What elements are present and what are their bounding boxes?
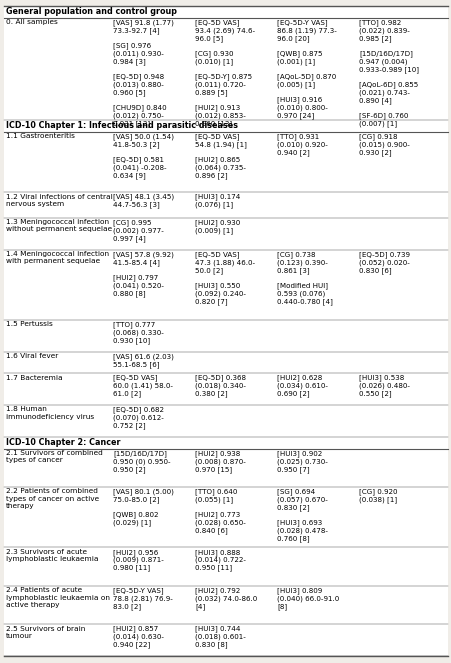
Text: 2.3 Survivors of acute
lymphoblastic leukaemia: 2.3 Survivors of acute lymphoblastic leu… [6, 549, 98, 562]
Text: [HUI3] 0.538
(0.026) 0.480-
0.550 [2]: [HUI3] 0.538 (0.026) 0.480- 0.550 [2] [358, 375, 409, 397]
Text: [VAS] 57.8 (9.92)
41.5-85.4 [4]

[HUI2] 0.797
(0.041) 0.520-
0.880 [8]: [VAS] 57.8 (9.92) 41.5-85.4 [4] [HUI2] 0… [113, 251, 174, 297]
Text: [EQ-5D] 0.368
(0.018) 0.340-
0.380 [2]: [EQ-5D] 0.368 (0.018) 0.340- 0.380 [2] [194, 375, 245, 397]
Text: 0. All samples: 0. All samples [6, 19, 58, 25]
Text: [15D/16D/17D]
0.950 (0) 0.950-
0.950 [2]: [15D/16D/17D] 0.950 (0) 0.950- 0.950 [2] [113, 450, 170, 473]
Text: [CG] 0.918
(0.015) 0.900-
0.930 [2]: [CG] 0.918 (0.015) 0.900- 0.930 [2] [358, 133, 409, 156]
Text: 1.4 Meningococcal infection
with permanent sequelae: 1.4 Meningococcal infection with permane… [6, 251, 109, 265]
Text: 2.5 Survivors of brain
tumour: 2.5 Survivors of brain tumour [6, 626, 85, 639]
Text: [EQ-5D-Y VAS]
78.8 (2.81) 76.9-
83.0 [2]: [EQ-5D-Y VAS] 78.8 (2.81) 76.9- 83.0 [2] [113, 587, 172, 610]
Bar [4, 120, 447, 131]
Bar [4, 352, 447, 373]
Bar [4, 624, 447, 656]
Text: [HUI3] 0.888
(0.014) 0.722-
0.950 [11]: [HUI3] 0.888 (0.014) 0.722- 0.950 [11] [194, 549, 245, 572]
Text: [VAS] 80.1 (5.00)
75.0-85.0 [2]

[QWB] 0.802
(0.029) [1]: [VAS] 80.1 (5.00) 75.0-85.0 [2] [QWB] 0.… [113, 489, 174, 526]
Text: [TTO] 0.982
(0.022) 0.839-
0.985 [2]

[15D/16D/17D]
0.947 (0.004)
0.933-0.989 [1: [TTO] 0.982 (0.022) 0.839- 0.985 [2] [15… [358, 19, 418, 127]
Text: 2.1 Survivors of combined
types of cancer: 2.1 Survivors of combined types of cance… [6, 450, 102, 463]
Text: [HUI3] 0.174
(0.076) [1]: [HUI3] 0.174 (0.076) [1] [194, 194, 240, 208]
Bar [4, 487, 447, 548]
Bar [4, 548, 447, 586]
Text: 1.8 Human
immunodeficiency virus: 1.8 Human immunodeficiency virus [6, 406, 94, 420]
Text: 1.3 Meningococcal infection
without permanent sequelae: 1.3 Meningococcal infection without perm… [6, 219, 112, 233]
Text: [CG] 0.738
(0.123) 0.390-
0.861 [3]

[Modified HUI]
0.593 (0.076)
0.440-0.780 [4: [CG] 0.738 (0.123) 0.390- 0.861 [3] [Mod… [276, 251, 332, 304]
Text: 1.1 Gastroenteritis: 1.1 Gastroenteritis [6, 133, 75, 139]
Text: [EQ-5D VAS]
47.3 (1.88) 46.0-
50.0 [2]

[HUI3] 0.550
(0.092) 0.240-
0.820 [7]: [EQ-5D VAS] 47.3 (1.88) 46.0- 50.0 [2] [… [194, 251, 254, 304]
Text: [VAS] 50.0 (1.54)
41.8-50.3 [2]

[EQ-5D] 0.581
(0.041) -0.208-
0.634 [9]: [VAS] 50.0 (1.54) 41.8-50.3 [2] [EQ-5D] … [113, 133, 174, 179]
Text: [EQ-5D-Y VAS]
86.8 (1.19) 77.3-
96.0 [20]

[QWB] 0.875
(0.001) [1]

[AQoL-5D] 0.: [EQ-5D-Y VAS] 86.8 (1.19) 77.3- 96.0 [20… [276, 19, 336, 119]
Text: ICD-10 Chapter 2: Cancer: ICD-10 Chapter 2: Cancer [6, 438, 120, 448]
Text: [HUI2] 0.938
(0.008) 0.870-
0.970 [15]: [HUI2] 0.938 (0.008) 0.870- 0.970 [15] [194, 450, 245, 473]
Text: [TTO] 0.640
(0.055) [1]

[HUI2] 0.773
(0.028) 0.650-
0.840 [6]: [TTO] 0.640 (0.055) [1] [HUI2] 0.773 (0.… [194, 489, 245, 534]
Text: [HUI2] 0.857
(0.014) 0.630-
0.940 [22]: [HUI2] 0.857 (0.014) 0.630- 0.940 [22] [113, 626, 164, 648]
Text: 1.7 Bacteremia: 1.7 Bacteremia [6, 375, 63, 381]
Text: [TTO] 0.777
(0.068) 0.330-
0.930 [10]: [TTO] 0.777 (0.068) 0.330- 0.930 [10] [113, 322, 164, 344]
Text: [HUI2] 0.628
(0.034) 0.610-
0.690 [2]: [HUI2] 0.628 (0.034) 0.610- 0.690 [2] [276, 375, 327, 397]
Text: [HUI3] 0.809
(0.040) 66.0-91.0
[8]: [HUI3] 0.809 (0.040) 66.0-91.0 [8] [276, 587, 339, 610]
Text: 1.6 Viral fever: 1.6 Viral fever [6, 353, 58, 359]
Text: [CG] 0.920
(0.038) [1]: [CG] 0.920 (0.038) [1] [358, 489, 396, 503]
Text: [EQ-5D VAS]
54.8 (1.94) [1]

[HUI2] 0.865
(0.064) 0.735-
0.896 [2]: [EQ-5D VAS] 54.8 (1.94) [1] [HUI2] 0.865… [194, 133, 246, 179]
Text: [VAS] 91.8 (1.77)
73.3-92.7 [4]

[SG] 0.976
(0.011) 0.930-
0.984 [3]

[EQ-5D] 0.: [VAS] 91.8 (1.77) 73.3-92.7 [4] [SG] 0.9… [113, 19, 174, 127]
Text: [HUI3] 0.744
(0.018) 0.601-
0.830 [8]: [HUI3] 0.744 (0.018) 0.601- 0.830 [8] [194, 626, 245, 648]
Text: [CG] 0.995
(0.002) 0.977-
0.997 [4]: [CG] 0.995 (0.002) 0.977- 0.997 [4] [113, 219, 164, 242]
Bar [4, 449, 447, 487]
Bar [4, 586, 447, 624]
Bar [4, 437, 447, 449]
Text: 1.2 Viral infections of central
nervous system: 1.2 Viral infections of central nervous … [6, 194, 112, 207]
Bar [4, 131, 447, 192]
Text: [HUI2] 0.930
(0.009) [1]: [HUI2] 0.930 (0.009) [1] [194, 219, 240, 234]
Text: General population and control group: General population and control group [6, 7, 177, 17]
Text: 2.2 Patients of combined
types of cancer on active
therapy: 2.2 Patients of combined types of cancer… [6, 489, 99, 509]
Bar [4, 192, 447, 217]
Bar [4, 18, 447, 120]
Text: [HUI2] 0.792
(0.032) 74.0-86.0
[4]: [HUI2] 0.792 (0.032) 74.0-86.0 [4] [194, 587, 257, 610]
Text: [EQ-5D VAS]
93.4 (2.69) 74.6-
96.0 [5]

[CG] 0.930
(0.010) [1]

[EQ-5D-Y] 0.875
: [EQ-5D VAS] 93.4 (2.69) 74.6- 96.0 [5] [… [194, 19, 254, 127]
Bar [4, 6, 447, 18]
Text: ICD-10 Chapter 1: Infectious and parasitic diseases: ICD-10 Chapter 1: Infectious and parasit… [6, 121, 238, 131]
Text: [HUI2] 0.956
(0.009) 0.871-
0.980 [11]: [HUI2] 0.956 (0.009) 0.871- 0.980 [11] [113, 549, 164, 572]
Text: [EQ-5D] 0.682
(0.070) 0.612-
0.752 [2]: [EQ-5D] 0.682 (0.070) 0.612- 0.752 [2] [113, 406, 164, 429]
Bar [4, 249, 447, 320]
Bar [4, 373, 447, 405]
Text: 2.4 Patients of acute
lymphoblastic leukaemia on
active therapy: 2.4 Patients of acute lymphoblastic leuk… [6, 587, 110, 608]
Bar [4, 217, 447, 249]
Bar [4, 320, 447, 352]
Text: [EQ-5D VAS]
60.0 (1.41) 58.0-
61.0 [2]: [EQ-5D VAS] 60.0 (1.41) 58.0- 61.0 [2] [113, 375, 173, 397]
Text: [TTO] 0.931
(0.010) 0.920-
0.940 [2]: [TTO] 0.931 (0.010) 0.920- 0.940 [2] [276, 133, 327, 156]
Bar [4, 405, 447, 437]
Text: [EQ-5D] 0.739
(0.052) 0.020-
0.830 [6]: [EQ-5D] 0.739 (0.052) 0.020- 0.830 [6] [358, 251, 409, 274]
Text: [SG] 0.694
(0.057) 0.670-
0.830 [2]

[HUI3] 0.693
(0.028) 0.478-
0.760 [8]: [SG] 0.694 (0.057) 0.670- 0.830 [2] [HUI… [276, 489, 327, 542]
Text: [HUI3] 0.902
(0.025) 0.730-
0.950 [7]: [HUI3] 0.902 (0.025) 0.730- 0.950 [7] [276, 450, 327, 473]
Text: [VAS] 48.1 (3.45)
44.7-56.3 [3]: [VAS] 48.1 (3.45) 44.7-56.3 [3] [113, 194, 174, 208]
Text: 1.5 Pertussis: 1.5 Pertussis [6, 322, 53, 328]
Text: [VAS] 61.6 (2.03)
55.1-68.5 [6]: [VAS] 61.6 (2.03) 55.1-68.5 [6] [113, 353, 174, 368]
